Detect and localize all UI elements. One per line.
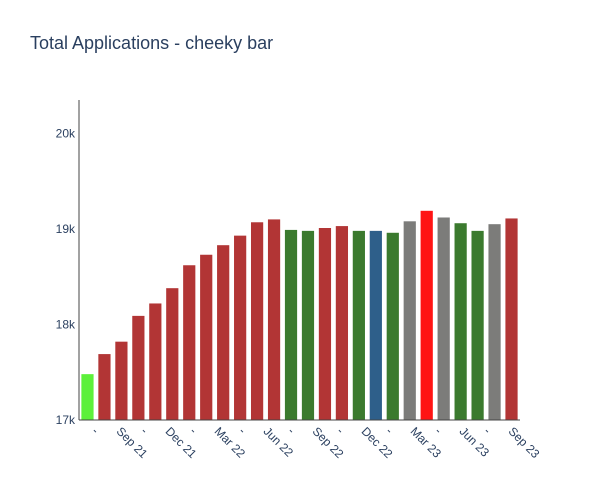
bar-14 (301, 230, 315, 420)
bar-15 (318, 228, 332, 420)
bar-10 (234, 235, 247, 420)
bar-13 (284, 229, 298, 420)
bars-layer (81, 210, 518, 420)
bar-21 (420, 210, 433, 420)
bar-8 (200, 254, 213, 420)
bar-1 (81, 374, 94, 420)
y-tick-labels: 17k 18k 19k 20k (56, 126, 76, 427)
bar-26 (505, 218, 518, 420)
x-tick-label: - (334, 424, 347, 437)
bar-16 (335, 226, 349, 420)
bar-7 (183, 265, 196, 420)
bar-17 (352, 230, 365, 420)
x-tick-label: - (89, 424, 102, 437)
y-tick-label: 17k (56, 413, 76, 427)
y-tick-label: 19k (56, 222, 76, 236)
x-tick-label: - (236, 424, 249, 437)
x-tick-label: Sep 23 (506, 424, 543, 461)
x-tick-label: - (138, 424, 151, 437)
x-tick-label: - (187, 424, 200, 437)
bar-23 (454, 223, 467, 420)
bar-18 (369, 230, 382, 420)
bar-9 (217, 245, 230, 420)
x-tick-label: - (432, 424, 445, 437)
bar-5 (149, 303, 162, 420)
bar-19 (386, 232, 399, 420)
y-tick-label: 20k (56, 126, 76, 140)
bar-22 (437, 217, 450, 420)
x-tick-labels: - Sep 21- Dec 21- Mar 22- Jun 22- Sep 22- Dec … (89, 424, 543, 461)
bar-12 (267, 219, 281, 420)
bar-11 (250, 222, 264, 420)
bar-25 (488, 224, 501, 420)
chart-title: Total Applications - cheeky bar (30, 33, 274, 53)
bar-24 (471, 230, 484, 420)
bar-3 (115, 341, 128, 420)
bar-20 (403, 221, 416, 420)
bar-2 (98, 354, 111, 420)
x-tick-label: - (481, 424, 494, 437)
x-tick-label: - (285, 424, 298, 437)
y-tick-label: 18k (56, 317, 76, 331)
bar-4 (132, 315, 145, 420)
bar-6 (166, 288, 179, 420)
x-tick-label: - (383, 424, 396, 437)
